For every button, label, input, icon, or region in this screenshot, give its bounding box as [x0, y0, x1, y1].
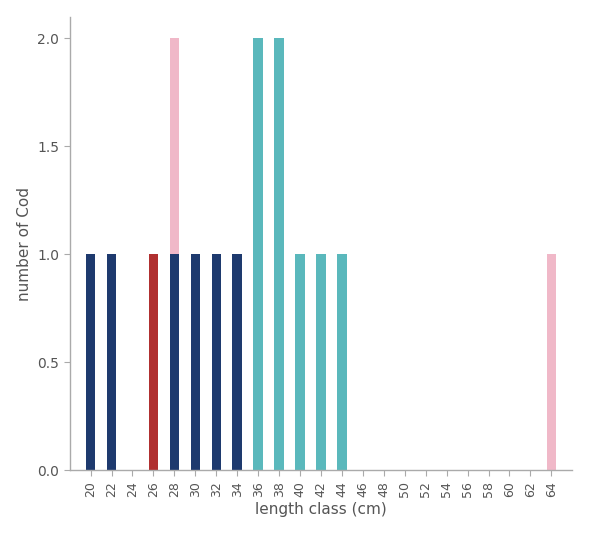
- Bar: [86, 254, 95, 470]
- Bar: [233, 254, 242, 470]
- Bar: [107, 254, 116, 470]
- Bar: [211, 254, 221, 470]
- Bar: [295, 254, 305, 470]
- Bar: [253, 38, 263, 470]
- Bar: [274, 38, 284, 470]
- X-axis label: length class (cm): length class (cm): [255, 502, 387, 517]
- Bar: [191, 254, 200, 470]
- Bar: [170, 254, 179, 470]
- Bar: [274, 254, 284, 470]
- Bar: [295, 254, 305, 470]
- Bar: [316, 254, 326, 470]
- Bar: [337, 254, 347, 470]
- Bar: [547, 254, 556, 470]
- Bar: [191, 254, 200, 470]
- Bar: [148, 254, 158, 470]
- Y-axis label: number of Cod: number of Cod: [16, 186, 32, 301]
- Bar: [170, 38, 179, 470]
